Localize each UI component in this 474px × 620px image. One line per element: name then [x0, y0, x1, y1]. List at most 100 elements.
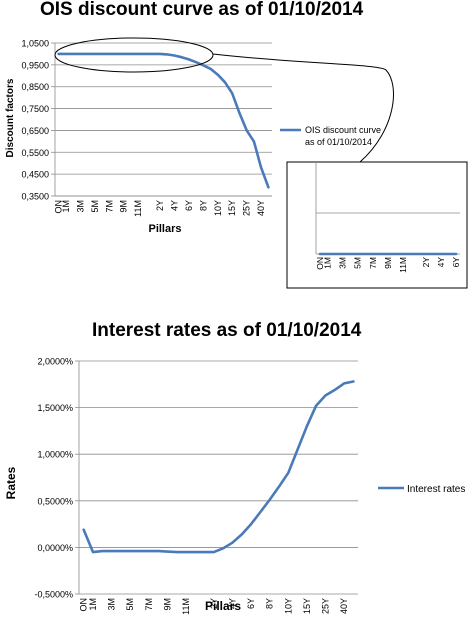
data-point — [195, 61, 197, 63]
y-tick-label: 0,8500 — [21, 82, 49, 92]
x-tick-label: 15Y — [302, 598, 312, 614]
inset-x-tick-label: 2Y — [421, 257, 431, 268]
legend-label: Interest rates — [407, 484, 465, 495]
data-point — [159, 53, 161, 55]
y-tick-label: 0,0000% — [37, 543, 73, 553]
data-point — [180, 56, 183, 58]
inset-x-tick-label: ON — [315, 257, 325, 270]
data-point — [130, 53, 132, 55]
x-tick-label: 25Y — [242, 200, 252, 216]
data-point — [123, 53, 125, 55]
data-point — [166, 53, 168, 55]
data-point — [213, 551, 215, 553]
legend-label-line2: as of 01/10/2014 — [305, 137, 372, 147]
data-point — [231, 542, 234, 544]
data-point — [203, 551, 206, 553]
data-point — [115, 53, 118, 55]
y-tick-label: 0,7500 — [21, 104, 49, 114]
data-point — [194, 551, 196, 553]
data-point — [110, 550, 113, 552]
data-point — [222, 547, 224, 549]
x-tick-label: 5M — [125, 598, 135, 611]
y-tick-label: 1,0000% — [37, 450, 73, 460]
x-tick-label: 4Y — [227, 598, 237, 609]
x-tick-label: 11M — [133, 200, 143, 217]
data-point — [65, 53, 67, 55]
data-point — [278, 486, 280, 488]
chart1-title: OIS discount curve as of 01/10/2014 — [40, 0, 364, 20]
x-tick-label: 9M — [162, 598, 172, 611]
y-axis-title: Rates — [4, 466, 18, 499]
data-point — [83, 529, 85, 531]
inset-x-tick-label: 5M — [353, 257, 363, 269]
data-point — [269, 499, 271, 501]
x-tick-label: 3M — [107, 598, 117, 611]
data-point — [224, 81, 226, 83]
data-point — [315, 405, 317, 407]
x-tick-label: 6Y — [184, 200, 194, 211]
inset-x-tick-label: 7M — [368, 257, 378, 269]
data-point — [86, 53, 89, 55]
data-point — [79, 53, 81, 55]
data-point — [176, 551, 178, 553]
data-point — [202, 64, 204, 66]
x-axis-title: Pillars — [148, 223, 181, 235]
x-tick-label: 7M — [104, 200, 114, 213]
data-point — [231, 92, 233, 94]
x-tick-label: 25Y — [320, 598, 330, 614]
y-tick-label: -0,5000% — [34, 590, 73, 600]
x-tick-label: 8Y — [265, 598, 275, 609]
x-tick-label: 40Y — [256, 200, 266, 216]
x-tick-label: ON — [79, 598, 89, 612]
y-tick-label: 0,4500 — [21, 170, 49, 180]
series-line — [57, 52, 270, 189]
x-axis-title: Pillars — [205, 599, 241, 613]
highlight-ellipse — [54, 37, 214, 73]
x-tick-label: 2Y — [209, 598, 219, 609]
data-point — [58, 53, 60, 55]
data-point — [296, 448, 299, 451]
data-point — [260, 166, 262, 169]
x-tick-label: 8Y — [198, 200, 208, 211]
x-tick-label: 2Y — [155, 200, 165, 211]
data-point — [246, 129, 248, 132]
data-point — [173, 54, 175, 57]
data-point — [108, 53, 110, 55]
x-tick-label: 1M — [61, 200, 71, 213]
data-point — [101, 550, 103, 552]
data-point — [250, 523, 252, 525]
x-tick-label: ON — [54, 200, 64, 214]
data-point — [185, 551, 187, 553]
data-point — [148, 550, 150, 552]
data-point — [94, 53, 96, 55]
x-tick-label: 11M — [181, 598, 191, 615]
inset-x-tick-label: 11M — [398, 257, 408, 273]
y-tick-label: 0,3500 — [21, 192, 49, 202]
y-tick-label: 1,5000% — [37, 403, 73, 413]
chart2-title: Interest rates as of 01/10/2014 — [92, 320, 362, 341]
inset-x-tick-label: 3M — [338, 257, 348, 269]
inset-x-tick-label: 9M — [383, 257, 393, 269]
data-point — [72, 53, 74, 55]
legend-label-line1: OIS discount curve — [305, 125, 381, 135]
data-point — [92, 551, 94, 553]
data-point — [306, 425, 308, 427]
data-point — [343, 382, 345, 384]
inset-x-tick-label: 4Y — [436, 257, 446, 268]
x-tick-label: 10Y — [283, 598, 293, 614]
data-point — [101, 53, 103, 55]
data-point — [138, 550, 141, 552]
data-point — [120, 550, 122, 552]
data-point — [129, 550, 131, 552]
y-tick-label: 2,0000% — [37, 357, 73, 367]
y-tick-label: 1,0500 — [21, 39, 49, 49]
y-axis-title: Discount factors — [5, 78, 16, 157]
y-tick-label: 0,5500 — [21, 148, 49, 158]
data-point — [259, 511, 261, 513]
data-point — [253, 140, 255, 142]
inset-x-tick-label: 1M — [322, 257, 332, 269]
data-point — [287, 472, 289, 474]
x-tick-label: 1M — [88, 598, 98, 611]
data-point — [241, 533, 243, 535]
zoom-connector — [212, 53, 394, 163]
